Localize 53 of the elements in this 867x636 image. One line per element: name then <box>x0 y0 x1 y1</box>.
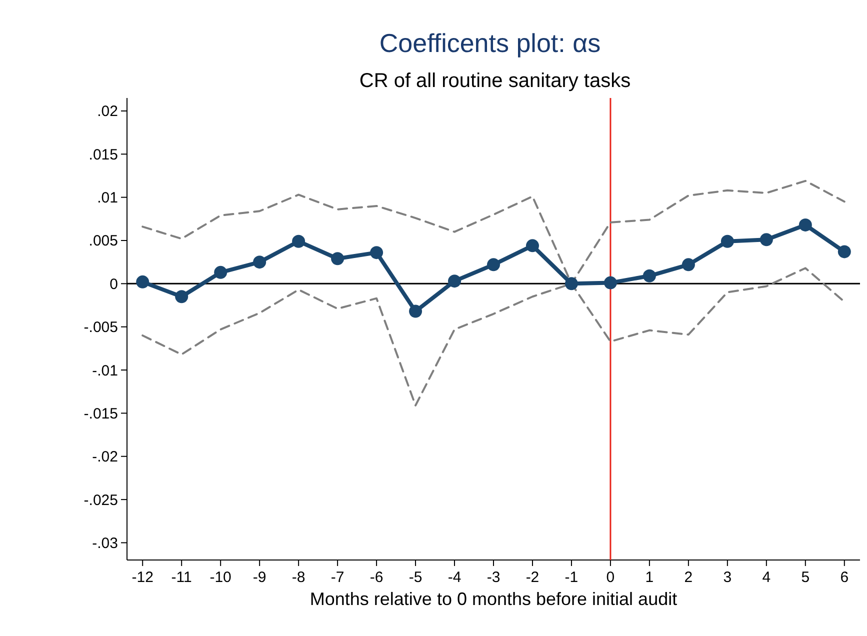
y-tick-label: -.03 <box>92 534 118 552</box>
point <box>409 304 422 318</box>
y-tick-label: -.02 <box>92 448 118 466</box>
y-tick-label: -.025 <box>84 492 118 509</box>
point <box>642 269 656 282</box>
x-tick-label: 5 <box>801 569 810 586</box>
point <box>604 276 617 290</box>
chart-subtitle: CR of all routine sanitary tasks <box>359 70 631 92</box>
point <box>136 275 150 288</box>
x-tick-label: -5 <box>408 569 422 586</box>
x-tick-label: 3 <box>723 569 732 586</box>
x-tick-label: -9 <box>252 569 266 586</box>
x-tick-label: 4 <box>762 569 771 586</box>
x-tick-label: -11 <box>171 569 192 586</box>
point <box>838 245 851 258</box>
point <box>564 277 578 290</box>
x-tick-label: -7 <box>330 569 344 586</box>
x-tick-label: -12 <box>132 569 154 586</box>
point <box>448 274 462 288</box>
point <box>214 266 228 279</box>
y-tick-label: -.015 <box>84 405 118 422</box>
y-tick-label: 0 <box>110 276 118 293</box>
point <box>370 246 384 260</box>
point <box>331 252 344 266</box>
x-axis-title: Months relative to 0 months before initial audit <box>310 589 678 609</box>
y-tick-label: .01 <box>97 190 118 207</box>
y-tick-label: .02 <box>97 103 118 120</box>
y-tick-label: .015 <box>88 146 118 164</box>
point <box>682 258 695 272</box>
point <box>720 234 734 248</box>
point <box>175 290 188 304</box>
chart-title: Coefficents plot: αs <box>379 28 601 58</box>
x-tick-label: -6 <box>370 569 384 586</box>
x-tick-label: -1 <box>564 569 578 586</box>
x-tick-label: -10 <box>210 569 232 586</box>
x-tick-label: -8 <box>292 569 306 586</box>
y-tick-label: -.005 <box>84 319 118 336</box>
x-tick-label: 1 <box>645 569 654 586</box>
y-tick-label: .005 <box>88 232 118 250</box>
line-series <box>142 267 846 406</box>
x-tick-label: -2 <box>526 569 540 586</box>
y-tick-label: -.01 <box>92 362 118 380</box>
x-tick-label: -4 <box>448 569 462 586</box>
point <box>487 258 500 272</box>
point <box>760 233 773 246</box>
x-tick-label: 6 <box>840 569 849 586</box>
x-tick-label: 0 <box>606 569 615 586</box>
point <box>526 239 539 252</box>
x-tick-label: -3 <box>486 569 500 586</box>
point <box>798 218 812 232</box>
point <box>292 234 306 248</box>
point <box>253 256 266 269</box>
x-tick-label: 2 <box>684 569 693 586</box>
